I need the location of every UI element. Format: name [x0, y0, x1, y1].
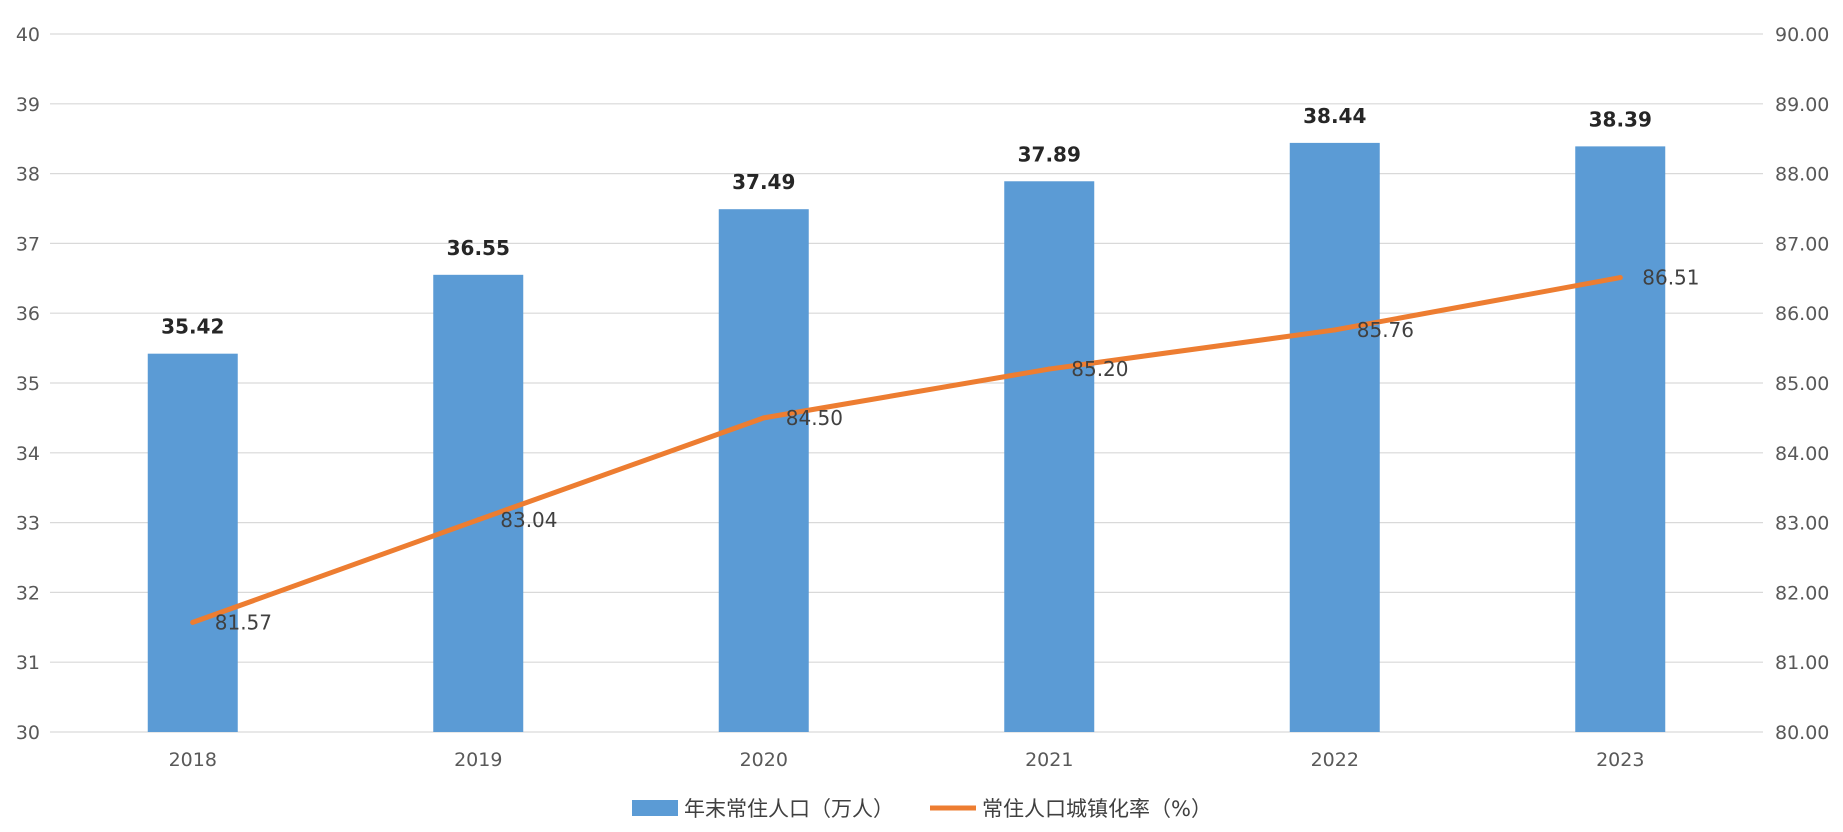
- right-axis-ticks: 80.00 81.00 82.00 83.00 84.00 85.00 86.00 87.00…: [1775, 24, 1829, 744]
- legend-label-line: 常住人口城镇化率（%）: [982, 797, 1212, 821]
- right-tick-label: 89.00: [1775, 94, 1829, 116]
- right-tick-label: 82.00: [1775, 582, 1829, 604]
- bar: [1289, 142, 1380, 732]
- bar-value-label: 36.55: [447, 236, 510, 260]
- line-value-label: 86.51: [1642, 266, 1699, 290]
- left-tick-label: 33: [16, 513, 40, 535]
- bar: [1575, 146, 1666, 733]
- bar: [1004, 181, 1095, 732]
- line-value-label: 83.04: [500, 508, 557, 532]
- line-point: [1046, 366, 1052, 372]
- legend-swatch-bar: [632, 800, 678, 816]
- x-tick-label: 2023: [1596, 749, 1644, 771]
- x-tick-label: 2019: [454, 749, 502, 771]
- left-tick-label: 40: [16, 24, 40, 46]
- left-tick-label: 36: [16, 303, 40, 325]
- bar-value-label: 37.49: [732, 170, 795, 194]
- bar: [718, 209, 809, 732]
- right-tick-label: 85.00: [1775, 373, 1829, 395]
- x-tick-label: 2020: [740, 749, 788, 771]
- x-tick-label: 2022: [1311, 749, 1359, 771]
- left-tick-label: 32: [16, 582, 40, 604]
- bar-value-label: 35.42: [161, 315, 224, 339]
- right-tick-label: 86.00: [1775, 303, 1829, 325]
- line-point: [1617, 275, 1623, 281]
- left-tick-label: 31: [16, 652, 40, 674]
- bar-value-label: 38.39: [1589, 107, 1652, 131]
- right-tick-label: 90.00: [1775, 24, 1829, 46]
- right-tick-label: 88.00: [1775, 164, 1829, 186]
- bar-series: 35.42 36.55 37.49 37.89 38.44 38.39: [147, 104, 1666, 733]
- x-axis-ticks: 2018 2019 2020 2021 2022 2023: [169, 749, 1645, 771]
- left-tick-label: 37: [16, 233, 40, 255]
- x-tick-label: 2021: [1025, 749, 1073, 771]
- line-series: 81.57 83.04 84.50 85.20 85.76 86.51: [190, 266, 1700, 634]
- gridlines: [50, 33, 1763, 733]
- bar-value-label: 37.89: [1018, 142, 1081, 166]
- bar-value-label: 38.44: [1303, 104, 1366, 128]
- right-tick-label: 83.00: [1775, 513, 1829, 535]
- left-tick-label: 30: [16, 722, 40, 744]
- line-value-label: 85.20: [1071, 357, 1128, 381]
- legend: 年末常住人口（万人） 常住人口城镇化率（%）: [632, 797, 1212, 821]
- right-tick-label: 81.00: [1775, 652, 1829, 674]
- line-point: [190, 619, 196, 625]
- x-tick-label: 2018: [169, 749, 217, 771]
- left-tick-label: 35: [16, 373, 40, 395]
- left-axis-ticks: 30 31 32 33 34 35 36 37 38 39 40: [16, 24, 40, 744]
- left-tick-label: 39: [16, 94, 40, 116]
- bar: [147, 353, 238, 732]
- bar: [433, 274, 524, 732]
- left-tick-label: 38: [16, 164, 40, 186]
- line-point: [1332, 327, 1338, 333]
- line-point: [761, 415, 767, 421]
- line-value-label: 81.57: [215, 610, 272, 634]
- left-tick-label: 34: [16, 443, 40, 465]
- line-value-label: 85.76: [1357, 318, 1414, 342]
- line-path: [190, 275, 1623, 625]
- right-tick-label: 84.00: [1775, 443, 1829, 465]
- legend-label-bar: 年末常住人口（万人）: [684, 797, 894, 821]
- right-tick-label: 80.00: [1775, 722, 1829, 744]
- line-point: [475, 517, 481, 523]
- right-tick-label: 87.00: [1775, 233, 1829, 255]
- line-value-label: 84.50: [786, 406, 843, 430]
